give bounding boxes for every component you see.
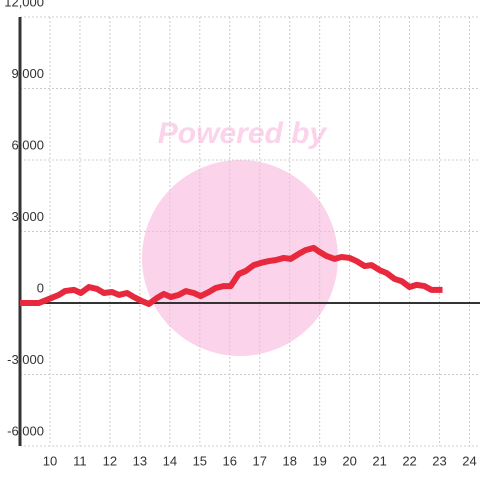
- x-tick-label: 11: [73, 453, 87, 468]
- x-tick-label: 17: [253, 453, 267, 468]
- y-tick-label: -6,000: [7, 423, 44, 438]
- y-tick-label: 3,000: [11, 209, 44, 224]
- x-tick-label: 20: [342, 453, 356, 468]
- x-tick-label: 21: [372, 453, 386, 468]
- x-tick-label: 22: [402, 453, 416, 468]
- x-tick-label: 12: [103, 453, 117, 468]
- x-tick-label: 15: [193, 453, 207, 468]
- y-tick-label: -3,000: [7, 352, 44, 367]
- x-tick-label: 24: [462, 453, 476, 468]
- x-tick-label: 14: [163, 453, 177, 468]
- y-tick-label: 0: [37, 280, 44, 295]
- y-tick-label: 9,000: [11, 66, 44, 81]
- y-tick-label: 6,000: [11, 137, 44, 152]
- watermark: Powered by: [158, 117, 328, 150]
- watermark-logo: [142, 160, 338, 356]
- data-line: [20, 244, 443, 307]
- x-tick-label: 13: [133, 453, 147, 468]
- x-tick-label: 10: [43, 453, 57, 468]
- x-tick-label: 23: [432, 453, 446, 468]
- y-tick-label: 12,000: [4, 0, 44, 9]
- x-tick-label: 18: [282, 453, 296, 468]
- x-tick-label: 16: [223, 453, 237, 468]
- x-tick-label: 19: [312, 453, 326, 468]
